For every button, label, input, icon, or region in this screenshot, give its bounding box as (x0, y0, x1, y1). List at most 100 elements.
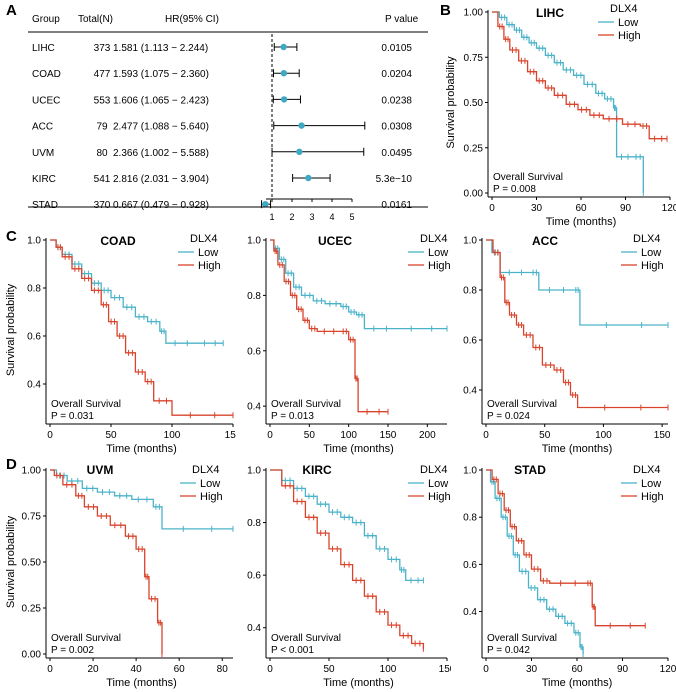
lihc-p-value: P = 0.008 (493, 184, 536, 195)
acc-legend-high-label: High (641, 260, 664, 272)
acc-curve-high (486, 239, 668, 409)
ucec-y-tick-label: 0.6 (247, 346, 261, 357)
uvm-x-tick-label: 40 (131, 664, 143, 675)
forest-hr-point (280, 70, 288, 77)
kirc-legend-title: DLX4 (420, 464, 448, 476)
km-plot-acc: 0.4 0.6 0.8 1.0 0 50 100 150 Time (months) ACC DLX… (463, 233, 671, 455)
acc-y-tick-label: 0.6 (463, 336, 477, 347)
acc-legend-low-label: Low (641, 247, 661, 259)
acc-title: ACC (532, 234, 558, 248)
uvm-y-tick-label: 0.75 (22, 512, 42, 523)
stad-y-tick-label: 0.6 (463, 560, 477, 571)
km-plot-lihc: 0.00 0.25 0.50 0.75 1.00 0 30 60 90 120 Time (mont… (445, 3, 676, 228)
uvm-x-tick-label: 80 (217, 664, 229, 675)
lihc-legend-low-label: Low (618, 17, 638, 29)
ucec-legend-low-label: Low (428, 247, 448, 259)
coad-y-tick-label: 0.8 (27, 284, 41, 295)
forest-header-group: Group (32, 14, 60, 25)
uvm-title: UVM (87, 463, 114, 477)
ucec-x-tick-label: 100 (340, 430, 357, 441)
coad-x-tick-label: 0 (47, 430, 53, 441)
stad-x-tick-label: 30 (526, 664, 538, 675)
acc-x-axis-label: Time (months) (542, 443, 613, 455)
forest-row-p: 0.0105 (381, 43, 412, 54)
kirc-title: KIRC (302, 463, 332, 477)
forest-row-p: 0.0204 (381, 69, 412, 80)
kirc-curve-low (270, 469, 424, 582)
km-plot-uvm: 0.00 0.25 0.50 0.75 1.00 0 20 40 60 80 Time (month… (5, 463, 234, 689)
ucec-y-tick-label: 1.0 (247, 236, 261, 247)
forest-row-group: COAD (32, 69, 61, 80)
forest-hr-point (296, 148, 303, 155)
lihc-x-tick-label: 0 (489, 203, 495, 214)
forest-row-hr-text: 1.606 (1.065 − 2.423) (113, 95, 209, 106)
ucec-legend-title: DLX4 (420, 233, 448, 245)
forest-row-hr-text: 2.477 (1.088 − 5.640) (113, 122, 209, 133)
kirc-p-value: P < 0.001 (271, 645, 314, 656)
uvm-y-axis-label: Survival probability (5, 515, 17, 608)
panel-letter-c: C (6, 228, 17, 245)
lihc-y-tick-label: 0.00 (464, 189, 484, 200)
ucec-y-tick-label: 0.4 (247, 402, 261, 413)
coad-y-tick-label: 0.6 (27, 332, 41, 343)
acc-y-tick-label: 0.8 (463, 286, 477, 297)
acc-p-value: P = 0.024 (487, 411, 530, 422)
forest-row-p: 5.3e−10 (376, 174, 413, 185)
kirc-y-tick-label: 0.8 (247, 518, 261, 529)
kirc-legend-low-label: Low (428, 478, 448, 490)
lihc-y-axis-label: Survival probability (445, 56, 457, 149)
coad-x-tick-label: 150 (225, 430, 236, 441)
acc-y-tick-label: 1.0 (463, 236, 477, 247)
lihc-x-tick-label: 90 (620, 203, 632, 214)
lihc-legend-high-label: High (618, 30, 641, 42)
lihc-curve-high (492, 11, 667, 140)
forest-row-total: 370 (94, 200, 111, 211)
panel-letter-d: D (6, 456, 17, 473)
km-plot-stad: 0.4 0.6 0.8 1.0 0 30 60 90 120 Time (months) STAD D… (463, 463, 676, 689)
forest-hr-point (298, 122, 305, 129)
forest-row-hr-text: 0.667 (0.479 − 0.928) (113, 200, 209, 211)
kirc-y-tick-label: 0.4 (247, 623, 261, 634)
panel-letter-a: A (6, 2, 17, 19)
forest-row-total: 373 (94, 43, 111, 54)
stad-curve-high (486, 469, 646, 627)
forest-hr-point (262, 201, 269, 208)
lihc-y-tick-label: 0.50 (464, 98, 484, 109)
ucec-p-value: P = 0.013 (271, 411, 314, 422)
acc-curve-low (486, 239, 668, 326)
kirc-legend-high-label: High (428, 491, 451, 503)
uvm-p-value: P = 0.002 (51, 645, 94, 656)
forest-header-hr: HR(95% CI) (165, 14, 219, 25)
coad-legend-low-label: Low (198, 247, 218, 259)
uvm-y-tick-label: 0.50 (22, 558, 42, 569)
uvm-legend-title: DLX4 (192, 464, 220, 476)
forest-row-group: LIHC (32, 43, 55, 54)
forest-row-total: 541 (94, 174, 111, 185)
panel-letter-b: B (440, 2, 451, 19)
forest-row-p: 0.0308 (381, 122, 412, 133)
stad-legend-high-label: High (641, 491, 664, 503)
ucec-overall-survival-label: Overall Survival (271, 399, 341, 410)
lihc-legend-title: DLX4 (610, 3, 638, 15)
coad-x-axis-label: Time (months) (106, 443, 177, 455)
lihc-x-tick-label: 120 (662, 203, 676, 214)
lihc-x-axis-label: Time (months) (546, 216, 617, 228)
kirc-y-tick-label: 1.0 (247, 466, 261, 477)
ucec-x-axis-label: Time (months) (323, 443, 394, 455)
kirc-overall-survival-label: Overall Survival (271, 633, 341, 644)
forest-axis-tick-label: 1 (269, 212, 274, 222)
uvm-y-tick-label: 1.00 (22, 466, 42, 477)
coad-legend-title: DLX4 (190, 233, 218, 245)
coad-title: COAD (100, 234, 136, 248)
acc-x-tick-label: 150 (654, 430, 671, 441)
stad-x-tick-label: 60 (571, 664, 583, 675)
coad-legend-high-label: High (198, 260, 221, 272)
forest-row-p: 0.0238 (381, 95, 412, 106)
lihc-overall-survival-label: Overall Survival (493, 172, 563, 183)
uvm-x-tick-label: 20 (87, 664, 99, 675)
stad-p-value: P = 0.042 (487, 645, 530, 656)
forest-row-total: 79 (96, 122, 108, 133)
stad-y-tick-label: 0.8 (463, 513, 477, 524)
forest-hr-point (280, 96, 288, 103)
